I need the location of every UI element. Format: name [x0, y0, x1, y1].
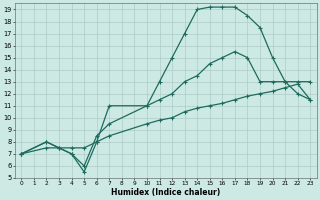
X-axis label: Humidex (Indice chaleur): Humidex (Indice chaleur)	[111, 188, 220, 197]
